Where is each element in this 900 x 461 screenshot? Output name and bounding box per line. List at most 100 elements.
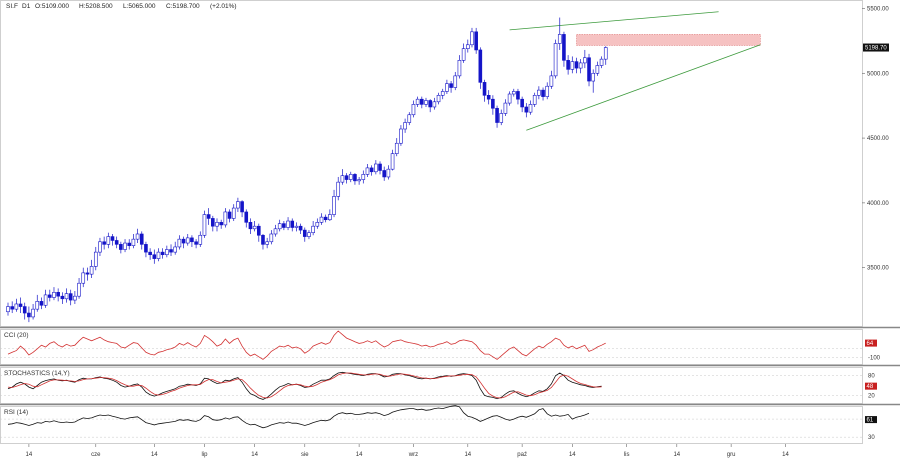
candle [599, 56, 604, 69]
candle [119, 241, 123, 254]
candle [570, 56, 575, 74]
candle [14, 298, 19, 312]
candle-body [160, 251, 165, 256]
candle [56, 288, 60, 302]
candle-body [302, 229, 307, 237]
candle-body [119, 244, 123, 250]
candle-body [43, 294, 48, 306]
candle [591, 69, 596, 93]
candle [411, 100, 416, 118]
candle [369, 165, 374, 176]
candle-body [562, 34, 566, 61]
candle-body [35, 301, 40, 310]
candle-body [353, 174, 357, 182]
y-tick-label: 5500.00 [867, 6, 889, 12]
candle-body [541, 89, 545, 97]
candle-body [449, 83, 453, 88]
candle-body [599, 58, 604, 66]
candle [340, 169, 345, 185]
candle-body [323, 216, 328, 221]
candle-body [27, 312, 31, 318]
candle [420, 96, 424, 109]
candle [181, 236, 186, 249]
candle [10, 301, 14, 314]
candle-body [135, 233, 140, 240]
candle-body [202, 214, 207, 236]
candle [595, 61, 600, 76]
candle-body [407, 114, 412, 123]
symbol-label: SI.F [6, 3, 18, 10]
candle [432, 97, 437, 110]
stochastics-panel-frame [0, 367, 863, 404]
candle-body [386, 168, 391, 178]
candle-body [357, 179, 361, 182]
candle-body [549, 75, 554, 87]
candle-body [465, 44, 470, 49]
candle [106, 232, 111, 249]
candle [31, 303, 35, 320]
candle-body [583, 57, 587, 64]
candle-body [64, 293, 69, 300]
candle [114, 236, 119, 249]
x-tick-label: lis [624, 452, 630, 458]
candle [511, 88, 516, 97]
candle-body [252, 225, 257, 230]
candle [43, 289, 48, 308]
candle [144, 241, 148, 258]
candle [549, 70, 554, 89]
candle-body [495, 107, 499, 123]
candle [219, 219, 223, 229]
x-tick-label: 14 [251, 452, 258, 458]
candle [202, 210, 207, 238]
candle-body [52, 292, 56, 298]
x-tick-label: cze [91, 452, 101, 458]
candle [18, 297, 23, 314]
candle [361, 170, 366, 184]
candle-body [445, 83, 449, 92]
candle-body [98, 241, 102, 253]
candle-body [123, 242, 127, 250]
candle [148, 248, 152, 260]
candle [223, 208, 228, 228]
candle-body [499, 113, 504, 123]
candle [156, 248, 161, 262]
candle-body [144, 244, 148, 253]
candle [261, 233, 265, 250]
series-line [7, 330, 606, 360]
candle [64, 288, 69, 303]
candle [507, 91, 512, 106]
candle [81, 267, 86, 288]
candle-body [6, 306, 10, 313]
y-tick-label: 3500.00 [867, 266, 889, 272]
candle-body [516, 91, 520, 100]
candle [486, 90, 491, 105]
candle [541, 87, 545, 101]
candle [394, 138, 399, 157]
candle [407, 112, 412, 126]
candle-body [286, 220, 290, 228]
candle [102, 236, 106, 250]
candle [231, 204, 236, 222]
candle [206, 208, 211, 225]
candle-body [219, 222, 223, 226]
candle-body [532, 95, 537, 105]
candle-body [453, 75, 458, 88]
candle-body [587, 57, 591, 82]
trendline [509, 11, 719, 31]
candle [562, 31, 566, 67]
candle [286, 217, 290, 231]
last-price-badge [863, 43, 889, 52]
candle-body [68, 293, 73, 301]
candle [273, 224, 278, 237]
candle-body [311, 225, 315, 233]
candle-body [365, 167, 370, 175]
candle [445, 79, 449, 95]
candle [315, 218, 320, 229]
x-tick-label: 14 [569, 452, 576, 458]
candle [73, 291, 77, 304]
candle [566, 55, 570, 75]
candle-body [93, 251, 98, 267]
candle-body [528, 104, 533, 113]
rsi-panel-frame [0, 406, 863, 444]
